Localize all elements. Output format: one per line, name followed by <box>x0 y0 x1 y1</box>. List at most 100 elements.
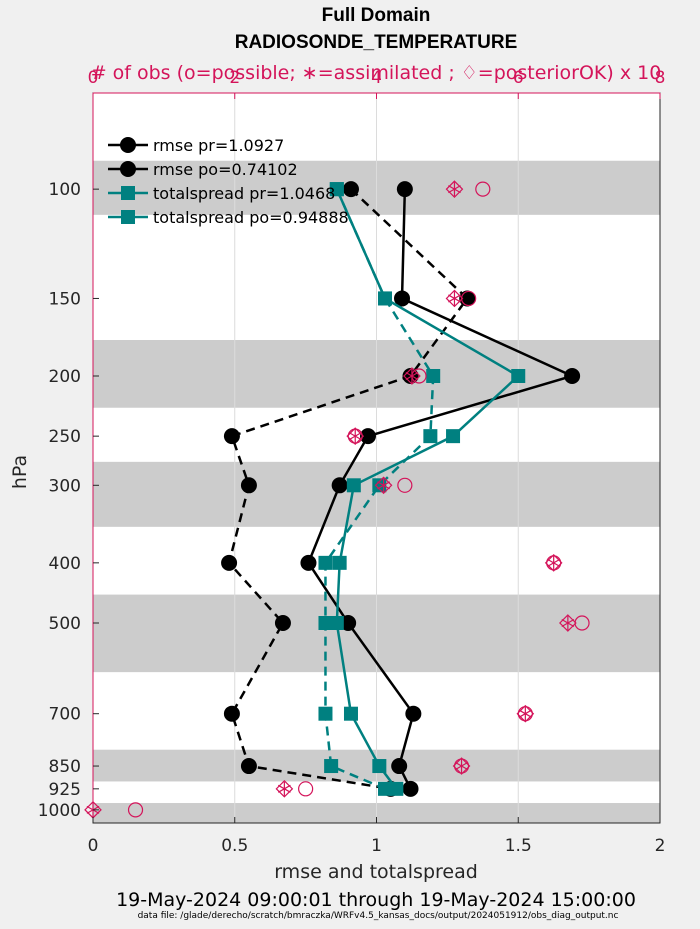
spread-point <box>343 706 358 721</box>
obs-posterior-marker <box>346 427 365 445</box>
obs-posterior-marker <box>544 553 563 572</box>
obs-assimilated-marker <box>547 555 561 570</box>
rmse-point <box>405 705 422 722</box>
rmse-point <box>300 554 317 571</box>
top-tick-label: 8 <box>655 68 666 88</box>
obs-assimilated-marker <box>405 368 419 383</box>
spread-point <box>318 555 333 570</box>
rmse-point <box>240 758 257 775</box>
rmse-point <box>396 181 413 198</box>
spread-point <box>318 706 333 721</box>
y-tick-label: 400 <box>49 554 81 574</box>
top-tick-label: 4 <box>371 68 382 88</box>
rmse-point <box>240 477 257 494</box>
y-tick-label: 200 <box>49 367 81 387</box>
series-line <box>335 188 521 790</box>
rmse-point <box>391 758 408 775</box>
y-tick-label: 500 <box>49 614 81 634</box>
x-axis-label: rmse and totalspread <box>274 861 478 883</box>
x-tick-label: 0 <box>88 836 99 856</box>
y-tick-label: 925 <box>49 780 81 800</box>
obs-posterior-marker <box>452 757 471 775</box>
y-tick-label: 100 <box>49 180 81 200</box>
x-tick-label: 1 <box>371 836 382 856</box>
y-tick-label: 850 <box>49 757 81 777</box>
spread-point <box>378 291 393 306</box>
rmse-point <box>223 705 240 722</box>
rmse-point <box>394 290 411 307</box>
rmse-point <box>342 181 359 198</box>
obs-posterior-marker <box>403 367 421 385</box>
rmse-point <box>402 780 419 797</box>
rmse-point <box>340 614 357 631</box>
obs-assimilated-marker <box>377 478 390 493</box>
obs-possible-marker <box>397 477 413 493</box>
spread-point <box>346 478 361 493</box>
obs-assimilated-marker <box>348 429 362 444</box>
obs-assimilated-marker <box>448 291 461 306</box>
legend-marker <box>121 186 135 200</box>
spread-point <box>324 759 339 774</box>
obs-assimilated-marker <box>518 706 532 721</box>
rmse-point <box>331 477 348 494</box>
legend-label: rmse pr=1.0927 <box>153 136 284 155</box>
spread-point <box>426 368 441 383</box>
legend-marker <box>120 161 136 177</box>
rmse-point <box>223 428 240 445</box>
obs-assimilated-marker <box>448 182 461 197</box>
spread-point <box>446 429 461 444</box>
y-tick-label: 1000 <box>38 801 81 821</box>
legend-label: totalspread po=0.94888 <box>153 208 349 227</box>
series-line <box>227 188 469 791</box>
top-axis-label: # of obs (o=possible; ∗=assimilated ; ♢=… <box>91 62 662 84</box>
legend-marker <box>120 137 136 153</box>
y-tick-label: 700 <box>49 705 81 725</box>
spread-point <box>329 182 344 197</box>
legend-marker <box>121 210 135 224</box>
y-tick-label: 150 <box>49 289 81 309</box>
data-file-note: data file: /glade/derecho/scratch/bmracz… <box>138 911 619 921</box>
y-tick-label: 300 <box>49 476 81 496</box>
legend-label: rmse po=0.74102 <box>153 160 298 179</box>
y-tick-label: 250 <box>49 427 81 447</box>
spread-point <box>372 759 387 774</box>
series-line <box>324 188 435 790</box>
top-tick-label: 0 <box>88 68 99 88</box>
rmse-point <box>221 554 238 571</box>
obs-possible-marker <box>475 181 491 197</box>
legend-label: totalspread pr=1.0468 <box>153 184 335 203</box>
obs-assimilated-marker <box>561 615 575 630</box>
obs-possible-marker <box>298 781 314 797</box>
chart-title: Full Domain <box>322 5 431 26</box>
spread-point <box>318 615 333 630</box>
axes: 0 0.5 1 1.5 2 0 2 4 6 8 100 150 200 250 300 400 500 700 85… <box>38 68 666 856</box>
spread-point <box>511 368 526 383</box>
top-tick-label: 2 <box>229 68 240 88</box>
chart-subtitle: RADIOSONDE_TEMPERATURE <box>235 32 518 53</box>
legend: rmse pr=1.0927 rmse po=0.74102 totalspread… <box>108 136 349 227</box>
obs-posterior-marker <box>445 180 464 198</box>
y-axis-label: hPa <box>9 455 31 489</box>
spread-point <box>332 555 347 570</box>
x-tick-label: 0.5 <box>221 836 248 856</box>
rmse-point <box>402 367 419 384</box>
spread-point <box>329 615 344 630</box>
x-tick-label: 2 <box>655 836 666 856</box>
time-range: 19-May-2024 09:00:01 through 19-May-2024… <box>116 889 636 911</box>
obs-posterior-marker <box>516 704 535 723</box>
spread-point <box>372 478 387 493</box>
obs-posterior-marker <box>275 779 294 798</box>
obs-posterior-marker <box>445 289 464 308</box>
rmse-point <box>564 367 581 384</box>
obs-posterior-marker <box>559 614 577 632</box>
obs-possible-marker <box>127 802 144 818</box>
spread-point <box>423 429 438 444</box>
obs-posterior-marker <box>374 476 393 495</box>
x-tick-label: 1.5 <box>505 836 532 856</box>
series-line <box>307 189 576 790</box>
spread-point <box>389 781 404 796</box>
obs-count-layer <box>84 180 590 819</box>
rmse-point <box>274 614 291 631</box>
rmse-point <box>359 428 376 445</box>
